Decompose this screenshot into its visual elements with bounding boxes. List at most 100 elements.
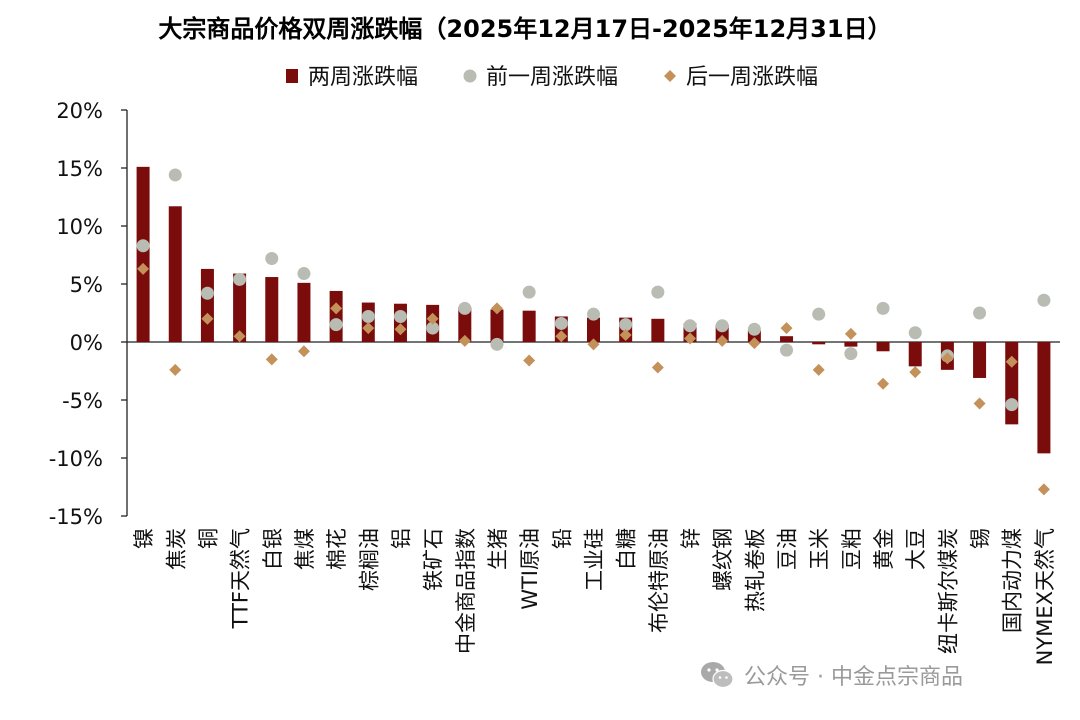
x-tick-label: 锌 <box>679 528 703 549</box>
x-tick-label: 铝 <box>389 528 413 549</box>
next-week-point <box>973 397 986 410</box>
prev-week-point <box>587 307 600 321</box>
x-tick-label: 国内动力煤 <box>1001 528 1025 633</box>
bar <box>780 336 794 342</box>
chart-title: 大宗商品价格双周涨跌幅（2025年12月17日-2025年12月31日） <box>158 15 891 43</box>
prev-week-point <box>297 267 311 281</box>
prev-week-point <box>1005 398 1019 412</box>
next-week-point <box>297 345 310 358</box>
bar <box>136 166 150 342</box>
x-tick-label: 焦煤 <box>293 528 317 570</box>
next-week-point <box>1037 483 1050 496</box>
x-tick-label: 热轧卷板 <box>743 528 767 612</box>
prev-week-point <box>554 316 568 330</box>
prev-week-point <box>426 321 440 335</box>
y-tick-label: 5% <box>70 273 103 297</box>
legend-diamond-swatch <box>664 70 676 82</box>
next-week-point <box>587 338 600 351</box>
next-week-point <box>394 323 407 336</box>
x-tick-label: 棉花 <box>325 528 349 570</box>
next-week-point <box>555 330 568 343</box>
next-week-point <box>780 322 793 335</box>
next-week-point <box>748 337 761 350</box>
x-tick-label: 豆油 <box>776 528 800 570</box>
next-week-point <box>1005 355 1018 368</box>
y-tick-label: -5% <box>62 389 103 413</box>
next-week-point <box>812 363 825 376</box>
next-week-point <box>651 361 664 374</box>
next-week-point <box>265 353 278 366</box>
next-week-point <box>330 302 343 315</box>
bar <box>812 342 826 345</box>
x-tick-label: 大豆 <box>904 528 928 570</box>
prev-week-point <box>973 306 987 320</box>
prev-week-point <box>812 307 826 321</box>
legend-label: 后一周涨跌幅 <box>686 65 818 90</box>
y-tick-label: 20% <box>56 99 103 123</box>
bar <box>1005 342 1019 425</box>
y-tick-label: 0% <box>70 331 103 355</box>
next-week-point <box>233 330 246 343</box>
legend: 两周涨跌幅 前一周涨跌幅 后一周涨跌幅 <box>286 65 818 90</box>
x-tick-label: 黄金 <box>872 528 896 570</box>
bar <box>200 268 214 342</box>
next-week-point <box>877 377 890 390</box>
bar <box>297 282 311 342</box>
prev-week-point <box>780 343 794 357</box>
prev-week-point <box>683 319 697 333</box>
y-tick-label: 15% <box>56 157 103 181</box>
next-week-point <box>844 327 857 340</box>
next-week-point <box>716 334 729 347</box>
x-tick-label: 白银 <box>261 528 285 570</box>
next-week-point <box>426 312 439 325</box>
x-tick-label: 纽卡斯尔煤炭 <box>936 528 960 654</box>
x-tick-label: 螺纹钢 <box>711 528 735 591</box>
prev-week-point <box>393 309 407 323</box>
x-tick-label: 豆粕 <box>840 528 864 570</box>
next-week-point <box>169 363 182 376</box>
prev-week-point <box>265 251 279 265</box>
bar <box>908 342 922 367</box>
bar <box>747 330 761 342</box>
x-tick-label: 焦炭 <box>164 528 188 570</box>
prev-week-point <box>876 301 890 315</box>
next-week-point <box>684 332 697 345</box>
prev-week-point <box>458 301 472 315</box>
legend-bar-swatch <box>286 69 298 83</box>
x-tick-label: 工业硅 <box>583 528 607 591</box>
next-week-point <box>941 352 954 365</box>
next-week-point <box>362 322 375 335</box>
next-week-point <box>458 334 471 347</box>
bar <box>651 318 665 342</box>
prev-week-point <box>715 319 729 333</box>
x-tick-label: 棕榈油 <box>357 528 381 591</box>
bar <box>265 277 279 342</box>
x-tick-label: 玉米 <box>808 528 832 570</box>
y-tick-label: 10% <box>56 215 103 239</box>
x-tick-label: WTI原油 <box>518 528 542 610</box>
legend-label: 两周涨跌幅 <box>308 65 418 90</box>
legend-label: 前一周涨跌幅 <box>486 65 618 90</box>
prev-week-point <box>490 337 504 351</box>
x-tick-label: NYMEX天然气 <box>1033 528 1057 665</box>
prev-week-point <box>844 347 858 361</box>
x-tick-label: 生猪 <box>486 528 510 570</box>
bar <box>233 273 247 342</box>
legend-circle-swatch <box>463 69 477 83</box>
next-week-point <box>137 262 150 275</box>
x-tick-label: 铅 <box>550 528 574 549</box>
y-tick-label: -10% <box>49 447 103 471</box>
prev-week-point <box>747 322 761 336</box>
bar <box>490 309 504 342</box>
x-tick-label: 镍 <box>132 528 156 549</box>
bar <box>168 206 182 342</box>
x-tick-label: 铁矿石 <box>422 528 446 591</box>
next-week-point <box>909 366 922 379</box>
x-tick-label: 白糖 <box>615 528 639 570</box>
y-axis: -15% -10% -5% 0% 5% 10% 15% 20% <box>49 99 128 529</box>
bar <box>973 342 987 378</box>
prev-week-point <box>136 239 150 253</box>
watermark: 公众号 · 中金点宗商品 <box>700 655 963 695</box>
